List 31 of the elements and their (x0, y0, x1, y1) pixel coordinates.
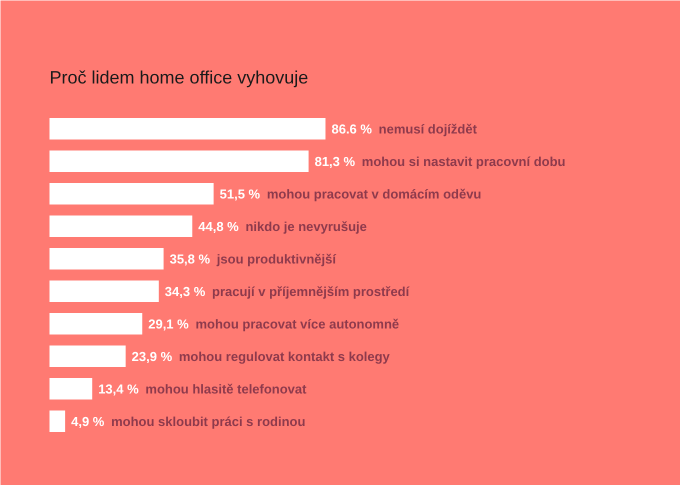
data-label: 44,8 % (198, 218, 240, 234)
bar (50, 378, 92, 400)
data-label: 51,5 % (220, 186, 261, 202)
bar (50, 410, 66, 432)
bar (50, 248, 164, 270)
data-label: 13,4 % (98, 381, 140, 396)
y-tick-label: nemusí dojíždět (378, 121, 478, 136)
data-label: 29,1 % (148, 316, 190, 332)
y-tick-label: jsou produktivnější (216, 251, 336, 266)
y-tick-label: mohou pracovat více autonomně (195, 316, 400, 332)
data-label: 86.6 % (331, 121, 372, 136)
data-label: 23,9 % (132, 348, 173, 364)
data-label: 34,3 % (164, 284, 206, 299)
data-label: 35,8 % (170, 251, 211, 266)
chart-title: Proč lidem home office vyhovuje (50, 68, 308, 88)
bar (50, 118, 326, 140)
y-tick-label: pracují v příjemnějším prostředí (212, 284, 410, 299)
y-tick-label: mohou hlasitě telefonovat (145, 381, 308, 396)
y-tick-label: mohou si nastavit pracovní dobu (362, 154, 566, 169)
y-tick-label: nikdo je nevyrušuje (245, 218, 367, 234)
bar (50, 216, 192, 237)
bar (50, 280, 159, 302)
data-label: 4,9 % (71, 414, 105, 429)
bar (50, 346, 126, 367)
bar (50, 150, 309, 172)
y-tick-label: mohou pracovat v domácím oděvu (266, 186, 482, 202)
data-label: 81,3 % (314, 154, 356, 169)
bar (50, 313, 142, 334)
bar (50, 183, 214, 204)
y-tick-label: mohou regulovat kontakt s kolegy (178, 348, 391, 364)
y-tick-label: mohou skloubit práci s rodinou (111, 414, 306, 429)
